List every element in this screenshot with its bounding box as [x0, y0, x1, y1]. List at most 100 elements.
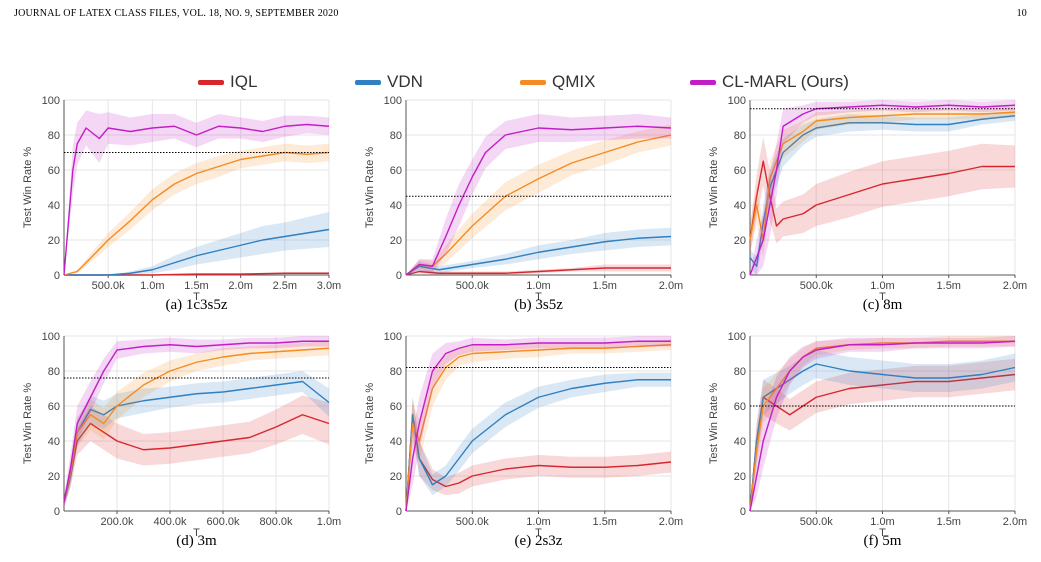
- x-axis-label: T: [879, 527, 886, 539]
- x-axis-label: T: [193, 527, 200, 539]
- series-band: [750, 350, 1015, 511]
- series-iql: [749, 136, 1015, 254]
- x-axis-label: T: [879, 291, 886, 303]
- series-cl-marl-ours: [63, 336, 329, 508]
- series-line: [749, 340, 1016, 512]
- series-line: [405, 344, 672, 512]
- y-tick-label: 40: [734, 200, 746, 212]
- y-tick-label: 20: [48, 235, 60, 247]
- y-tick-label: 60: [390, 165, 402, 177]
- x-tick-label: 1.0m: [317, 516, 341, 528]
- series-band: [406, 124, 671, 275]
- y-tick-label: 0: [54, 270, 60, 282]
- series-line: [63, 340, 329, 503]
- x-tick-label: 1.5m: [937, 516, 961, 528]
- series-qmix: [63, 143, 330, 276]
- series-cl-marl-ours: [749, 100, 1016, 276]
- series-line: [63, 123, 330, 276]
- legend-swatch: [520, 79, 546, 85]
- legend-item: VDN: [355, 72, 423, 92]
- y-tick-label: 100: [384, 331, 402, 343]
- y-tick-label: 0: [396, 270, 402, 282]
- y-tick-label: 40: [734, 436, 746, 448]
- series-band: [64, 110, 329, 275]
- series-line: [749, 115, 1016, 267]
- y-tick-label: 100: [728, 95, 746, 107]
- panel-caption: (f) 5m: [863, 533, 902, 549]
- series-band: [750, 136, 1015, 254]
- y-tick-label: 80: [734, 130, 746, 142]
- series-band: [406, 397, 671, 511]
- x-tick-label: 1.0m: [526, 280, 550, 292]
- legend-label: CL-MARL (Ours): [722, 72, 849, 91]
- y-tick-label: 20: [390, 235, 402, 247]
- series-band: [64, 212, 329, 275]
- series-band: [406, 336, 671, 511]
- chart-panel: 0 20 40 60 80 100 200.0k 400.0k 600.0k 800.0k 1.0m…: [22, 331, 341, 539]
- y-tick-label: 100: [42, 331, 60, 343]
- series-band: [406, 372, 671, 511]
- x-tick-label: 500.0k: [800, 516, 834, 528]
- x-tick-label: 500.0k: [456, 280, 490, 292]
- series-line: [405, 235, 672, 276]
- x-tick-label: 2.0m: [1003, 280, 1027, 292]
- series-cl-marl-ours: [63, 110, 330, 276]
- x-tick-label: 2.0m: [659, 280, 683, 292]
- series-cl-marl-ours: [749, 336, 1016, 512]
- x-axis-label: T: [193, 291, 200, 303]
- y-tick-label: 80: [390, 130, 402, 142]
- y-tick-label: 100: [728, 331, 746, 343]
- series-vdn: [64, 212, 330, 276]
- series-band: [64, 143, 329, 275]
- y-tick-label: 60: [48, 401, 60, 413]
- x-tick-label: 2.0m: [1003, 516, 1027, 528]
- chart-legend: IQL VDN QMIX CL-MARL (Ours): [0, 72, 1041, 94]
- y-axis-label: Test Win Rate %: [708, 147, 720, 229]
- x-tick-label: 2.5m: [273, 280, 297, 292]
- chart-panel: 0 20 40 60 80 100 500.0k 1.0m 1.5m 2.0m Test Win R…: [364, 331, 683, 539]
- y-tick-label: 60: [734, 165, 746, 177]
- y-axis-label: Test Win Rate %: [364, 383, 376, 465]
- y-tick-label: 80: [48, 366, 60, 378]
- series-qmix: [405, 339, 672, 512]
- y-tick-label: 0: [740, 506, 746, 518]
- series-line: [749, 104, 1016, 276]
- series-cl-marl-ours: [405, 114, 672, 276]
- series-line: [64, 228, 330, 276]
- page-number: 10: [1016, 8, 1027, 19]
- series-line: [405, 379, 671, 512]
- series-line: [405, 267, 671, 276]
- x-tick-label: 1.0m: [526, 516, 550, 528]
- y-tick-label: 20: [48, 471, 60, 483]
- y-axis-label: Test Win Rate %: [22, 383, 34, 465]
- x-tick-label: 600.0k: [206, 516, 240, 528]
- series-vdn: [405, 372, 671, 512]
- legend-item: CL-MARL (Ours): [690, 72, 849, 92]
- series-qmix: [63, 341, 330, 508]
- y-tick-label: 100: [42, 95, 60, 107]
- chart-panel: 0 20 40 60 80 100 500.0k 1.0m 1.5m 2.0m 2.5m 3.0m Te…: [22, 95, 341, 303]
- y-tick-label: 40: [48, 200, 60, 212]
- series-band: [406, 114, 671, 275]
- panel-caption: (d) 3m: [176, 533, 217, 549]
- chart-panel: 0 20 40 60 80 100 500.0k 1.0m 1.5m 2.0m Test Win R…: [364, 95, 683, 303]
- x-tick-label: 1.5m: [593, 516, 617, 528]
- y-axis-label: Test Win Rate %: [364, 147, 376, 229]
- journal-title: JOURNAL OF LATEX CLASS FILES, VOL. 18, N…: [14, 8, 339, 19]
- grid: [750, 99, 1016, 276]
- x-tick-label: 500.0k: [800, 280, 834, 292]
- series-line: [405, 125, 672, 276]
- y-tick-label: 80: [734, 366, 746, 378]
- x-tick-label: 3.0m: [317, 280, 341, 292]
- x-tick-label: 800.0k: [259, 516, 293, 528]
- x-tick-label: 1.0m: [870, 516, 894, 528]
- y-tick-label: 20: [390, 471, 402, 483]
- series-line: [63, 151, 330, 276]
- series-cl-marl-ours: [405, 336, 671, 512]
- y-tick-label: 40: [48, 436, 60, 448]
- y-tick-label: 0: [740, 270, 746, 282]
- legend-item: QMIX: [520, 72, 595, 92]
- x-tick-label: 2.0m: [659, 516, 683, 528]
- x-tick-label: 500.0k: [92, 280, 126, 292]
- series-vdn: [749, 350, 1016, 512]
